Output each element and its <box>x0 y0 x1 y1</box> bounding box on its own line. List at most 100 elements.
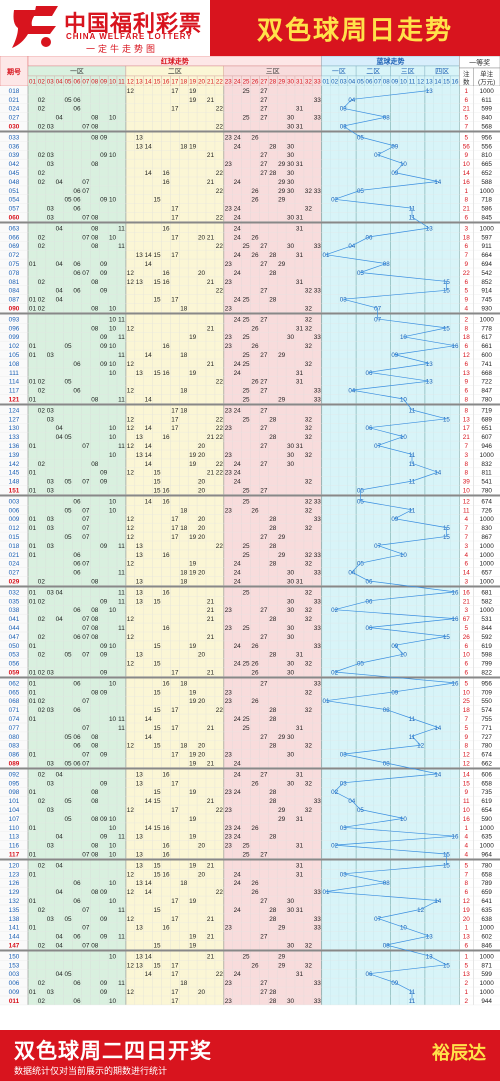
red-ball-mark: 01 <box>29 925 37 932</box>
red-ball-mark: 33 <box>314 980 322 987</box>
red-ball-mark: 10 <box>109 852 117 859</box>
blue-ball-mark: 01 <box>323 252 330 259</box>
issue-number-107: 107 <box>9 816 20 823</box>
red-ball-mark: 02 <box>38 798 46 805</box>
red-ball-mark: 01 <box>29 871 37 878</box>
red-ball-mark: 09 <box>100 479 108 486</box>
red-ball-mark: 10 <box>109 953 117 960</box>
red-ball-mark: 12 <box>127 470 135 477</box>
prize-count-value: 13 <box>463 370 471 377</box>
prize-count-value: 6 <box>465 643 469 650</box>
red-ball-mark: 22 <box>216 170 224 177</box>
blue-ball-mark: 10 <box>400 816 407 823</box>
red-ball-mark: 25 <box>242 552 250 559</box>
prize-count-value: 16 <box>463 816 471 823</box>
red-ball-mark: 19 <box>189 752 197 759</box>
prize-amount-value: 1000 <box>480 607 495 614</box>
prize-amount-value: 659 <box>481 889 492 896</box>
red-ball-mark: 08 <box>91 798 99 805</box>
red-ball-mark: 15 <box>153 707 161 714</box>
issue-number-117: 117 <box>9 852 20 859</box>
red-ball-mark: 17 <box>171 725 179 732</box>
red-ball-mark: 16 <box>162 270 170 277</box>
red-ball-mark: 02 <box>38 97 46 104</box>
red-ball-mark: 01 <box>29 589 37 596</box>
red-ball-mark: 26 <box>251 670 259 677</box>
prize-amount-value: 635 <box>481 834 492 841</box>
red-ball-mark: 07 <box>82 507 90 514</box>
red-ball-mark: 33 <box>314 598 322 605</box>
blue-ball-mark: 13 <box>426 225 433 232</box>
prize-amount-value: 1000 <box>480 825 495 832</box>
red-ball-mark: 11 <box>118 543 125 550</box>
red-ball-mark: 32 <box>305 316 313 323</box>
red-ball-mark: 06 <box>73 552 81 559</box>
red-ball-mark: 12 <box>127 634 135 641</box>
issue-number-011: 011 <box>9 998 20 1005</box>
red-ball-mark: 27 <box>260 407 268 414</box>
prize-amount-value: 799 <box>481 661 492 668</box>
red-ball-mark: 21 <box>207 152 215 159</box>
red-ball-mark: 33 <box>314 334 322 341</box>
red-ball-mark: 26 <box>251 825 259 832</box>
prize-amount-value: 600 <box>481 352 492 359</box>
issue-number-032: 032 <box>9 589 20 596</box>
red-ball-mark: 23 <box>225 134 233 141</box>
red-ball-mark: 12 <box>127 743 135 750</box>
red-ball-mark: 07 <box>82 907 90 914</box>
red-number-header-08: 08 <box>91 79 98 86</box>
red-ball-mark: 21 <box>207 934 215 941</box>
red-ball-mark: 10 <box>109 197 117 204</box>
red-ball-mark: 07 <box>82 634 90 641</box>
red-ball-mark: 22 <box>216 543 224 550</box>
red-ball-mark: 01 <box>29 261 37 268</box>
red-ball-mark: 20 <box>198 698 206 705</box>
red-ball-mark: 30 <box>287 179 295 186</box>
red-ball-mark: 23 <box>225 925 233 932</box>
prize-count-label: 注 <box>463 69 470 78</box>
issue-number-047: 047 <box>9 634 20 641</box>
issue-number-015: 015 <box>9 534 20 541</box>
red-ball-mark: 32 <box>305 452 313 459</box>
blue-ball-mark: 04 <box>348 388 355 395</box>
red-ball-mark: 24 <box>234 316 242 323</box>
red-ball-mark: 08 <box>91 325 99 332</box>
issue-number-035: 035 <box>9 598 20 605</box>
logo-slogan: 一定牛走势图 <box>86 44 159 54</box>
red-ball-mark: 01 <box>29 470 37 477</box>
issue-number-029: 029 <box>9 579 20 586</box>
red-ball-mark: 31 <box>296 124 304 131</box>
red-ball-mark: 26 <box>251 234 259 241</box>
issue-number-139: 139 <box>9 452 20 459</box>
red-ball-mark: 17 <box>171 416 179 423</box>
red-ball-mark: 23 <box>225 279 233 286</box>
red-ball-mark: 06 <box>73 743 81 750</box>
red-ball-mark: 05 <box>64 534 72 541</box>
segment-divider <box>0 403 500 406</box>
red-ball-mark: 07 <box>82 925 90 932</box>
prize-amount-value: 944 <box>481 998 492 1005</box>
prize-count-value: 11 <box>463 798 470 805</box>
red-ball-mark: 01 <box>29 598 37 605</box>
red-ball-mark: 27 <box>260 115 268 122</box>
red-ball-mark: 03 <box>47 989 55 996</box>
red-ball-mark: 13 <box>136 834 144 841</box>
red-ball-mark: 13 <box>136 852 144 859</box>
red-number-header-31: 31 <box>296 79 303 86</box>
red-ball-mark: 07 <box>82 479 90 486</box>
red-ball-mark: 31 <box>296 279 304 286</box>
issue-number-063: 063 <box>9 225 20 232</box>
red-ball-mark: 22 <box>216 434 224 441</box>
prize-count-value: 8 <box>465 743 469 750</box>
red-ball-mark: 19 <box>189 862 197 869</box>
red-ball-mark: 32 <box>305 707 313 714</box>
blue-ball-mark: 05 <box>357 661 364 668</box>
blue-ball-mark: 14 <box>434 470 441 477</box>
red-ball-mark: 12 <box>127 88 135 95</box>
red-ball-mark: 24 <box>234 143 242 150</box>
red-ball-mark: 08 <box>91 579 99 586</box>
red-ball-mark: 31 <box>296 862 304 869</box>
red-ball-mark: 10 <box>109 115 117 122</box>
red-ball-mark: 28 <box>269 916 277 923</box>
